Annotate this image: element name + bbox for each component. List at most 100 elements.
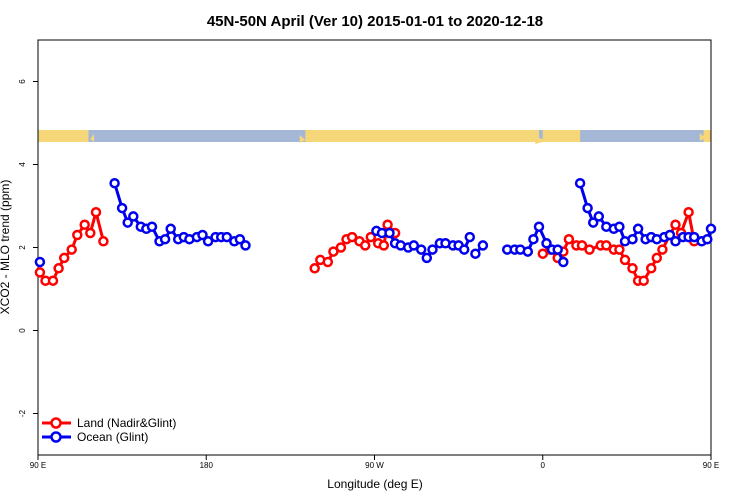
data-point: [128, 211, 139, 222]
y-axis: -2 0 2 4 6: [18, 79, 38, 417]
band-ocean-segment: [580, 130, 704, 142]
band-ocean-segment: [88, 130, 306, 142]
data-point: [382, 219, 393, 230]
data-point: [427, 244, 438, 255]
data-point: [593, 211, 605, 222]
data-point: [197, 229, 208, 241]
x-tick-label: 90 W: [365, 461, 384, 470]
x-axis-label: Longitude (deg E): [327, 477, 422, 491]
land-ocean-band: [38, 130, 711, 144]
data-point: [53, 263, 64, 274]
y-axis-label: XCO2 - MLO trend (ppm): [0, 180, 12, 315]
data-point: [576, 240, 588, 251]
data-point: [558, 256, 569, 268]
data-point: [683, 206, 694, 218]
data-point: [309, 263, 320, 274]
data-point: [79, 219, 90, 230]
legend-land-label: Land (Nadir&Glint): [77, 416, 176, 430]
data-point: [541, 238, 552, 249]
legend-ocean-marker: [50, 431, 62, 443]
y-tick-label: 4: [18, 162, 27, 167]
x-tick-label: 0: [541, 461, 546, 470]
data-point: [408, 240, 420, 251]
band-coast: [299, 135, 306, 143]
data-point: [359, 240, 371, 251]
data-point: [627, 233, 638, 245]
data-point: [688, 231, 700, 243]
x-tick-label: 90 E: [703, 461, 719, 470]
data-point: [627, 263, 638, 274]
data-point: [365, 231, 377, 243]
y-tick-label: 2: [18, 245, 27, 250]
data-point: [221, 231, 233, 243]
data-point: [470, 248, 481, 259]
data-point: [346, 231, 358, 243]
data-point: [415, 244, 427, 255]
series-land: [34, 206, 700, 286]
data-point: [587, 217, 599, 228]
data-point: [328, 246, 339, 257]
data-point: [638, 275, 649, 286]
data-point: [122, 217, 133, 228]
data-point: [85, 227, 96, 239]
data-point: [116, 202, 128, 214]
x-tick-label: 180: [200, 461, 214, 470]
data-point: [574, 177, 586, 189]
data-point: [614, 244, 625, 255]
data-point: [533, 221, 545, 232]
legend: Land (Nadir&Glint) Ocean (Glint): [42, 416, 176, 444]
band-coast: [535, 136, 547, 144]
x-axis: 90 E 180 90 W 0 90 E: [30, 455, 719, 470]
data-point: [72, 229, 83, 241]
series-ocean: [34, 177, 717, 268]
y-tick-label: -2: [18, 409, 27, 417]
data-point: [66, 244, 77, 255]
data-point: [702, 233, 713, 245]
data-point: [240, 240, 251, 251]
data-point: [159, 233, 171, 245]
data-point: [705, 223, 717, 235]
x-tick-label: 90 E: [30, 461, 46, 470]
data-point: [109, 177, 120, 189]
y-tick-label: 6: [18, 79, 27, 84]
data-point: [528, 233, 539, 245]
data-point: [322, 256, 334, 268]
data-point: [670, 236, 681, 247]
data-point: [98, 236, 109, 247]
data-point: [464, 231, 476, 243]
data-point: [664, 229, 676, 241]
data-point: [34, 267, 46, 278]
data-point: [632, 223, 644, 235]
data-point: [378, 240, 390, 251]
data-point: [651, 252, 663, 264]
data-point: [537, 248, 549, 259]
band-ocean-segment: [539, 130, 543, 142]
data-point: [458, 244, 470, 255]
data-point: [421, 252, 433, 264]
data-point: [34, 256, 46, 268]
data-point: [477, 240, 489, 251]
data-point: [335, 242, 347, 253]
data-point: [384, 227, 395, 239]
band-coast: [699, 133, 706, 141]
data-point: [584, 244, 595, 255]
data-point: [165, 223, 176, 235]
legend-land-marker: [50, 417, 62, 429]
data-point: [601, 240, 612, 251]
band-coast: [90, 134, 95, 142]
data-point: [522, 246, 534, 257]
data-point: [234, 233, 246, 245]
data-point: [202, 236, 214, 247]
data-point: [90, 206, 102, 218]
data-point: [657, 244, 668, 255]
chart-title: 45N-50N April (Ver 10) 2015-01-01 to 202…: [207, 13, 543, 30]
data-point: [582, 202, 593, 214]
data-point: [47, 275, 59, 286]
data-point: [670, 219, 681, 230]
y-tick-label: 0: [18, 328, 27, 333]
data-point: [146, 221, 158, 232]
data-point: [563, 233, 575, 245]
data-point: [645, 263, 657, 274]
data-point: [614, 221, 625, 232]
